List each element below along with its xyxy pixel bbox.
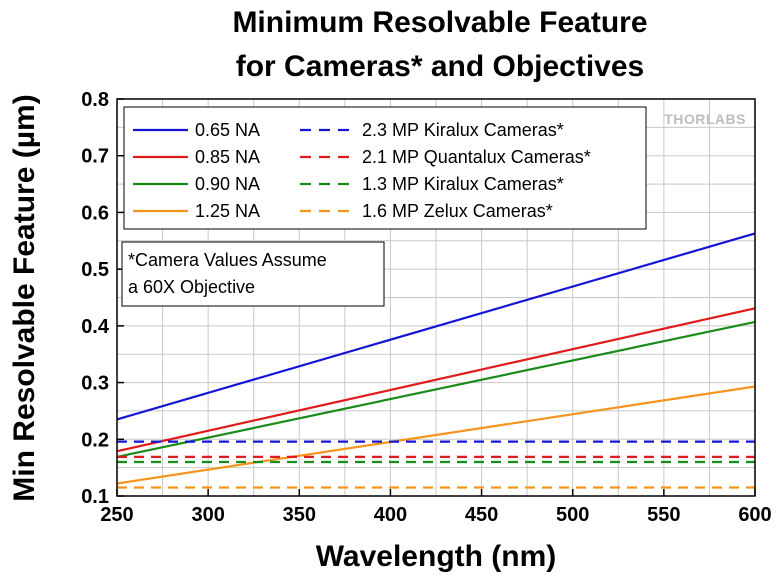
y-tick-label: 0.5: [81, 259, 109, 281]
note-box: [121, 241, 385, 307]
camera-note: *Camera Values Assume a 60X Objective: [121, 241, 385, 307]
axis-ticks: 250 300 350 400 450 500 550 600 0.1 0.2 0.3 0.4 0.5 0…: [81, 89, 772, 526]
legend-label: 1.6 MP Zelux Cameras*: [362, 201, 553, 221]
legend-box: [123, 106, 647, 230]
x-tick-label: 450: [465, 504, 498, 526]
thorlabs-logo: THORLABS: [664, 111, 746, 127]
y-tick-label: 0.7: [81, 146, 109, 168]
series-line-0-85-na: [116, 307, 756, 453]
legend-label: 2.3 MP Kiralux Cameras*: [362, 120, 564, 140]
legend-label: 0.65 NA: [195, 120, 260, 140]
x-tick-label: 400: [374, 504, 407, 526]
legend-label: 0.90 NA: [195, 174, 260, 194]
note-line-2: a 60X Objective: [128, 277, 255, 297]
x-tick-label: 550: [647, 504, 680, 526]
x-tick-label: 500: [556, 504, 589, 526]
legend: 0.65 NA 0.85 NA 0.90 NA 1.25 NA 2.3 MP Kiral…: [123, 106, 647, 230]
y-axis-title: Min Resolvable Feature (µm): [8, 94, 41, 501]
chart-title-line-1: Minimum Resolvable Feature: [232, 6, 647, 39]
legend-label: 2.1 MP Quantalux Cameras*: [362, 147, 591, 167]
series-line-0-90-na: [116, 320, 756, 458]
x-axis-title: Wavelength (nm): [316, 540, 557, 573]
y-tick-label: 0.4: [81, 316, 110, 338]
legend-label: 1.25 NA: [195, 201, 260, 221]
note-line-1: *Camera Values Assume: [128, 250, 327, 270]
series-line-0-65-na: [116, 232, 756, 421]
series-layer: [116, 232, 756, 489]
x-tick-label: 600: [738, 504, 771, 526]
y-tick-label: 0.2: [81, 429, 109, 451]
y-tick-label: 0.8: [81, 89, 109, 111]
y-tick-label: 0.6: [81, 202, 109, 224]
legend-label: 1.3 MP Kiralux Cameras*: [362, 174, 564, 194]
x-tick-label: 250: [100, 504, 133, 526]
y-tick-label: 0.1: [81, 486, 109, 508]
legend-label: 0.85 NA: [195, 147, 260, 167]
series-line-1-25-na: [116, 385, 756, 485]
x-tick-label: 300: [191, 504, 224, 526]
chart-title-line-2: for Cameras* and Objectives: [236, 50, 645, 83]
x-tick-label: 350: [283, 504, 316, 526]
y-tick-label: 0.3: [81, 373, 109, 395]
plot-frame: [116, 98, 756, 497]
